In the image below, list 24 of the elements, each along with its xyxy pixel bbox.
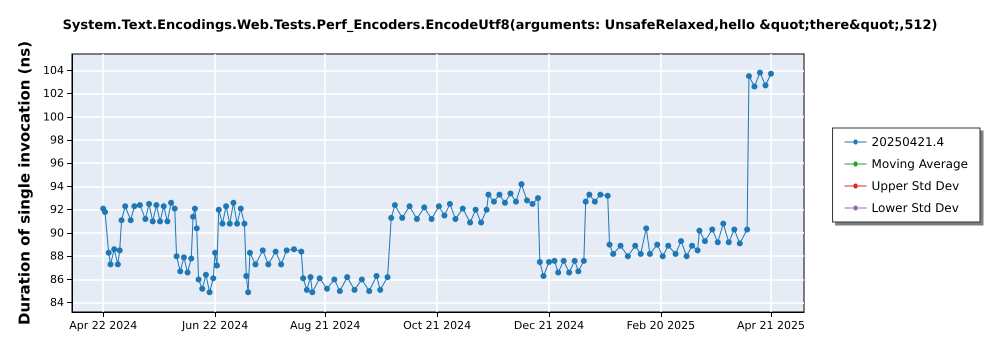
x-tick-label: Apr 21 2025 (736, 319, 805, 332)
y-tick-label: 102 (43, 87, 64, 100)
legend-label: Moving Average (872, 157, 968, 171)
y-tick-label: 94 (50, 180, 64, 193)
y-tick-label: 98 (50, 134, 64, 146)
y-tick-label: 100 (43, 110, 64, 124)
x-tick-label: Apr 22 2024 (69, 319, 138, 332)
legend-label: 20250421.4 (872, 135, 944, 149)
y-tick-label: 104 (43, 64, 64, 77)
y-axis-title: Duration of single invocation (ns) (16, 41, 34, 325)
x-tick-label: Jun 22 2024 (181, 319, 248, 332)
legend-label: Upper Std Dev (872, 179, 960, 193)
y-tick-label: 96 (50, 156, 64, 170)
x-tick-label: Oct 21 2024 (403, 319, 472, 332)
legend-label: Lower Std Dev (872, 201, 959, 215)
y-tick-label: 90 (50, 226, 64, 240)
x-tick-label: Dec 21 2024 (514, 319, 584, 332)
y-tick-label: 84 (50, 296, 64, 310)
x-tick-label: Aug 21 2024 (290, 319, 360, 332)
chart-title: System.Text.Encodings.Web.Tests.Perf_Encoders.EncodeUtf8(arguments: UnsafeRelaxed,hello &quot;there&quot;,512) (62, 18, 938, 33)
x-tick-label: Feb 20 2025 (626, 319, 696, 332)
y-tick-label: 88 (50, 250, 64, 263)
y-tick-label: 86 (50, 272, 64, 286)
y-tick-label: 92 (50, 203, 64, 216)
